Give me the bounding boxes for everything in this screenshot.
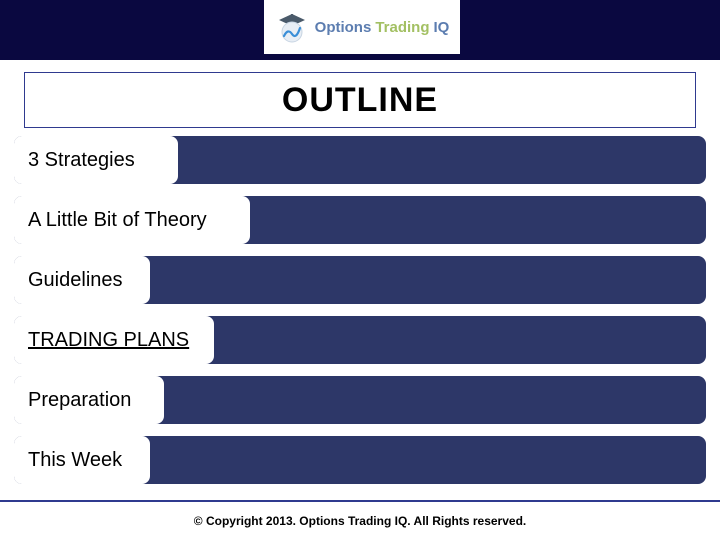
outline-item-label: Preparation (14, 376, 164, 424)
copyright-text: © Copyright 2013. Options Trading IQ. Al… (0, 514, 720, 528)
outline-item: TRADING PLANS (14, 316, 706, 364)
outline-item-label: Guidelines (14, 256, 150, 304)
logo-word-trading: Trading (375, 19, 429, 36)
logo-word-options: Options (315, 19, 372, 36)
outline-item-label: A Little Bit of Theory (14, 196, 250, 244)
logo-text: Options Trading IQ (315, 19, 450, 36)
header-band: Options Trading IQ (0, 0, 720, 60)
outline-item-label: This Week (14, 436, 150, 484)
title-box: OUTLINE (24, 72, 696, 128)
logo-mark-icon (275, 10, 309, 44)
slide: Options Trading IQ OUTLINE 3 Strategies A… (0, 0, 720, 540)
outline-item: A Little Bit of Theory (14, 196, 706, 244)
outline-item: 3 Strategies (14, 136, 706, 184)
logo: Options Trading IQ (264, 0, 460, 54)
outline-item: Guidelines (14, 256, 706, 304)
logo-word-iq: IQ (434, 19, 450, 36)
outline-item: This Week (14, 436, 706, 484)
title-text: OUTLINE (282, 81, 438, 120)
outline-item-label: TRADING PLANS (14, 316, 214, 364)
footer-divider (0, 500, 720, 502)
outline-item-label: 3 Strategies (14, 136, 178, 184)
outline-item: Preparation (14, 376, 706, 424)
outline-items: 3 Strategies A Little Bit of Theory Guidel… (14, 136, 706, 484)
